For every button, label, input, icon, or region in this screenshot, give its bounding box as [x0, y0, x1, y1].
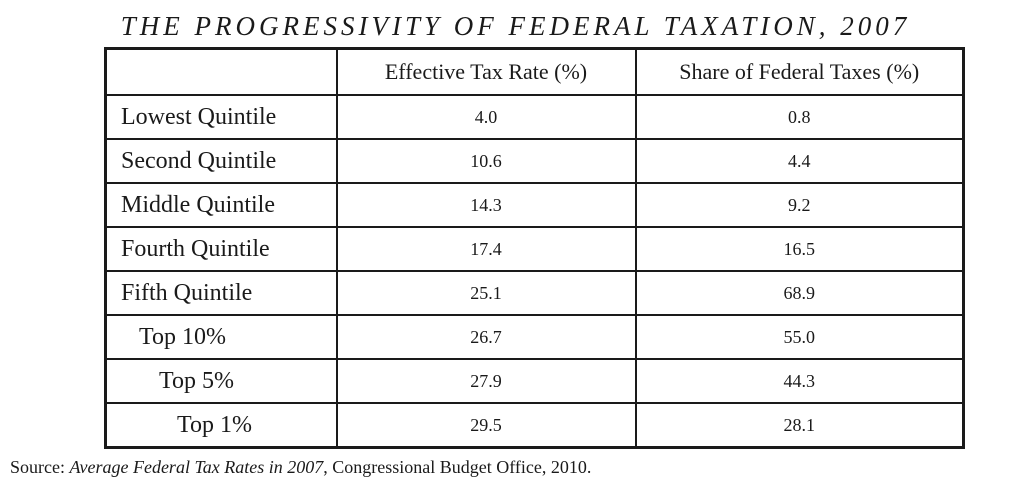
- table-row: Top 10% 26.7 55.0: [104, 314, 965, 360]
- share-of-taxes-cell: 16.5: [634, 226, 965, 272]
- effective-tax-rate-cell: 17.4: [335, 226, 637, 272]
- header-share-of-federal-taxes: Share of Federal Taxes (%): [634, 47, 965, 96]
- source-prefix: Source:: [10, 457, 70, 477]
- effective-tax-rate-cell: 29.5: [335, 402, 637, 449]
- header-row: Effective Tax Rate (%) Share of Federal …: [104, 47, 965, 96]
- effective-tax-rate-cell: 10.6: [335, 138, 637, 184]
- effective-tax-rate-cell: 25.1: [335, 270, 637, 316]
- row-label: Middle Quintile: [104, 182, 338, 228]
- effective-tax-rate-cell: 4.0: [335, 94, 637, 140]
- table-row: Fifth Quintile 25.1 68.9: [104, 270, 965, 316]
- table-title: THE PROGRESSIVITY OF FEDERAL TAXATION, 2…: [120, 11, 911, 41]
- table-row: Top 5% 27.9 44.3: [104, 358, 965, 404]
- tax-progressivity-table: Effective Tax Rate (%) Share of Federal …: [104, 47, 965, 449]
- table-row: Second Quintile 10.6 4.4: [104, 138, 965, 184]
- share-of-taxes-cell: 9.2: [634, 182, 965, 228]
- effective-tax-rate-cell: 27.9: [335, 358, 637, 404]
- source-note: Source: Average Federal Tax Rates in 200…: [10, 456, 591, 478]
- share-of-taxes-cell: 55.0: [634, 314, 965, 360]
- effective-tax-rate-cell: 26.7: [335, 314, 637, 360]
- row-label: Fourth Quintile: [104, 226, 338, 272]
- share-of-taxes-cell: 28.1: [634, 402, 965, 449]
- table-row: Top 1% 29.5 28.1: [104, 402, 965, 449]
- header-effective-tax-rate: Effective Tax Rate (%): [335, 47, 637, 96]
- share-of-taxes-cell: 4.4: [634, 138, 965, 184]
- share-of-taxes-cell: 68.9: [634, 270, 965, 316]
- share-of-taxes-cell: 0.8: [634, 94, 965, 140]
- row-label: Lowest Quintile: [104, 94, 338, 140]
- row-label: Fifth Quintile: [104, 270, 338, 316]
- row-label: Top 1%: [104, 402, 338, 449]
- row-label: Top 10%: [104, 314, 338, 360]
- share-of-taxes-cell: 44.3: [634, 358, 965, 404]
- source-suffix: , Congressional Budget Office, 2010.: [323, 457, 592, 477]
- effective-tax-rate-cell: 14.3: [335, 182, 637, 228]
- header-empty: [104, 47, 338, 96]
- row-label: Second Quintile: [104, 138, 338, 184]
- table-row: Middle Quintile 14.3 9.2: [104, 182, 965, 228]
- table-row: Lowest Quintile 4.0 0.8: [104, 94, 965, 140]
- row-label: Top 5%: [104, 358, 338, 404]
- table-row: Fourth Quintile 17.4 16.5: [104, 226, 965, 272]
- source-publication: Average Federal Tax Rates in 2007: [69, 457, 324, 477]
